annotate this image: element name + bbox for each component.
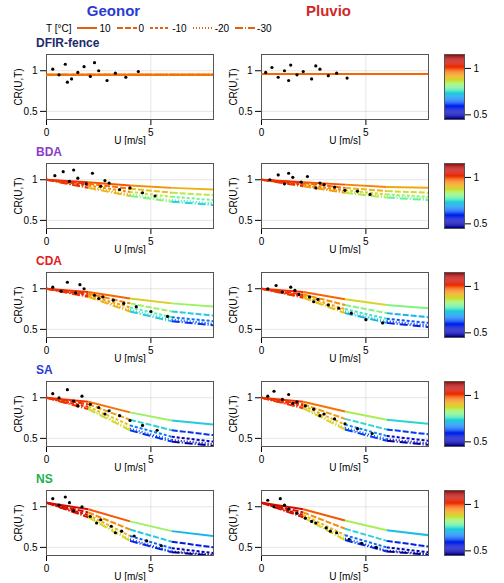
svg-text:1: 1 [247, 283, 253, 294]
svg-text:U [m/s]: U [m/s] [329, 571, 361, 582]
svg-text:CR(U,T): CR(U,T) [13, 504, 24, 541]
svg-text:U [m/s]: U [m/s] [329, 244, 361, 255]
svg-text:0: 0 [44, 127, 50, 138]
svg-text:0.5: 0.5 [474, 109, 488, 120]
svg-text:1: 1 [474, 390, 480, 401]
html-text:SA: SA [36, 363, 53, 377]
svg-text:CR(U,T): CR(U,T) [13, 68, 24, 105]
svg-text:CR(U,T): CR(U,T) [228, 177, 239, 214]
svg-text:1: 1 [247, 174, 253, 185]
svg-text:0.5: 0.5 [474, 545, 488, 556]
html-text:-20: -20 [214, 22, 230, 34]
svg-text:U [m/s]: U [m/s] [114, 353, 146, 364]
svg-text:0: 0 [259, 563, 265, 574]
svg-text:0.5: 0.5 [239, 106, 253, 117]
svg-text:1: 1 [32, 174, 38, 185]
svg-text:5: 5 [148, 454, 154, 465]
svg-text:1: 1 [474, 499, 480, 510]
svg-text:0.5: 0.5 [474, 218, 488, 229]
svg-text:CR(U,T): CR(U,T) [228, 504, 239, 541]
svg-text:1: 1 [32, 501, 38, 512]
svg-text:0.5: 0.5 [24, 324, 38, 335]
svg-text:5: 5 [363, 236, 369, 247]
svg-text:U [m/s]: U [m/s] [114, 135, 146, 146]
html-text:-30: -30 [257, 22, 272, 34]
svg-text:0.5: 0.5 [24, 433, 38, 444]
svg-text:U [m/s]: U [m/s] [114, 244, 146, 255]
svg-text:0: 0 [259, 127, 265, 138]
html-text:Geonor: Geonor [86, 1, 141, 19]
svg-text:0: 0 [44, 236, 50, 247]
svg-text:0.5: 0.5 [24, 106, 38, 117]
svg-text:0: 0 [259, 454, 265, 465]
svg-text:0.5: 0.5 [474, 436, 488, 447]
svg-text:1: 1 [247, 65, 253, 76]
svg-text:U [m/s]: U [m/s] [329, 353, 361, 364]
svg-text:U [m/s]: U [m/s] [329, 462, 361, 473]
svg-text:U [m/s]: U [m/s] [329, 135, 361, 146]
svg-text:0: 0 [259, 345, 265, 356]
svg-text:0.5: 0.5 [239, 215, 253, 226]
svg-text:CR(U,T): CR(U,T) [13, 286, 24, 323]
svg-text:5: 5 [363, 127, 369, 138]
svg-text:U [m/s]: U [m/s] [114, 462, 146, 473]
html-text:DFIR-fence: DFIR-fence [36, 36, 100, 50]
svg-text:0.5: 0.5 [239, 542, 253, 553]
svg-text:1: 1 [32, 392, 38, 403]
svg-text:5: 5 [148, 563, 154, 574]
svg-text:5: 5 [148, 236, 154, 247]
svg-text:1: 1 [247, 392, 253, 403]
svg-text:0: 0 [259, 236, 265, 247]
html-text:10: 10 [99, 22, 111, 34]
html-text:BDA: BDA [36, 145, 62, 159]
svg-text:CR(U,T): CR(U,T) [13, 177, 24, 214]
svg-text:0.5: 0.5 [24, 542, 38, 553]
svg-text:1: 1 [32, 65, 38, 76]
svg-text:0.5: 0.5 [24, 215, 38, 226]
svg-text:1: 1 [32, 283, 38, 294]
svg-text:1: 1 [247, 501, 253, 512]
svg-text:CR(U,T): CR(U,T) [228, 286, 239, 323]
svg-text:5: 5 [363, 563, 369, 574]
svg-text:5: 5 [363, 454, 369, 465]
html-text:-10: -10 [172, 22, 187, 34]
svg-text:1: 1 [474, 281, 480, 292]
svg-text:CR(U,T): CR(U,T) [13, 395, 24, 432]
svg-text:1: 1 [474, 63, 480, 74]
svg-text:0.5: 0.5 [239, 433, 253, 444]
svg-text:0.5: 0.5 [239, 324, 253, 335]
svg-text:0: 0 [44, 454, 50, 465]
svg-text:CR(U,T): CR(U,T) [228, 68, 239, 105]
html-text:0: 0 [138, 22, 145, 34]
svg-text:0.5: 0.5 [474, 327, 488, 338]
html-text:T [°C]: T [°C] [46, 22, 72, 34]
html-text:Pluvio: Pluvio [306, 1, 351, 19]
svg-text:U [m/s]: U [m/s] [114, 571, 146, 582]
html-text:CDA: CDA [36, 254, 62, 268]
svg-text:CR(U,T): CR(U,T) [228, 395, 239, 432]
svg-text:5: 5 [148, 127, 154, 138]
svg-text:0: 0 [44, 345, 50, 356]
svg-text:5: 5 [148, 345, 154, 356]
svg-text:0: 0 [44, 563, 50, 574]
svg-text:5: 5 [363, 345, 369, 356]
html-text:NS: NS [36, 472, 53, 486]
svg-text:1: 1 [474, 172, 480, 183]
